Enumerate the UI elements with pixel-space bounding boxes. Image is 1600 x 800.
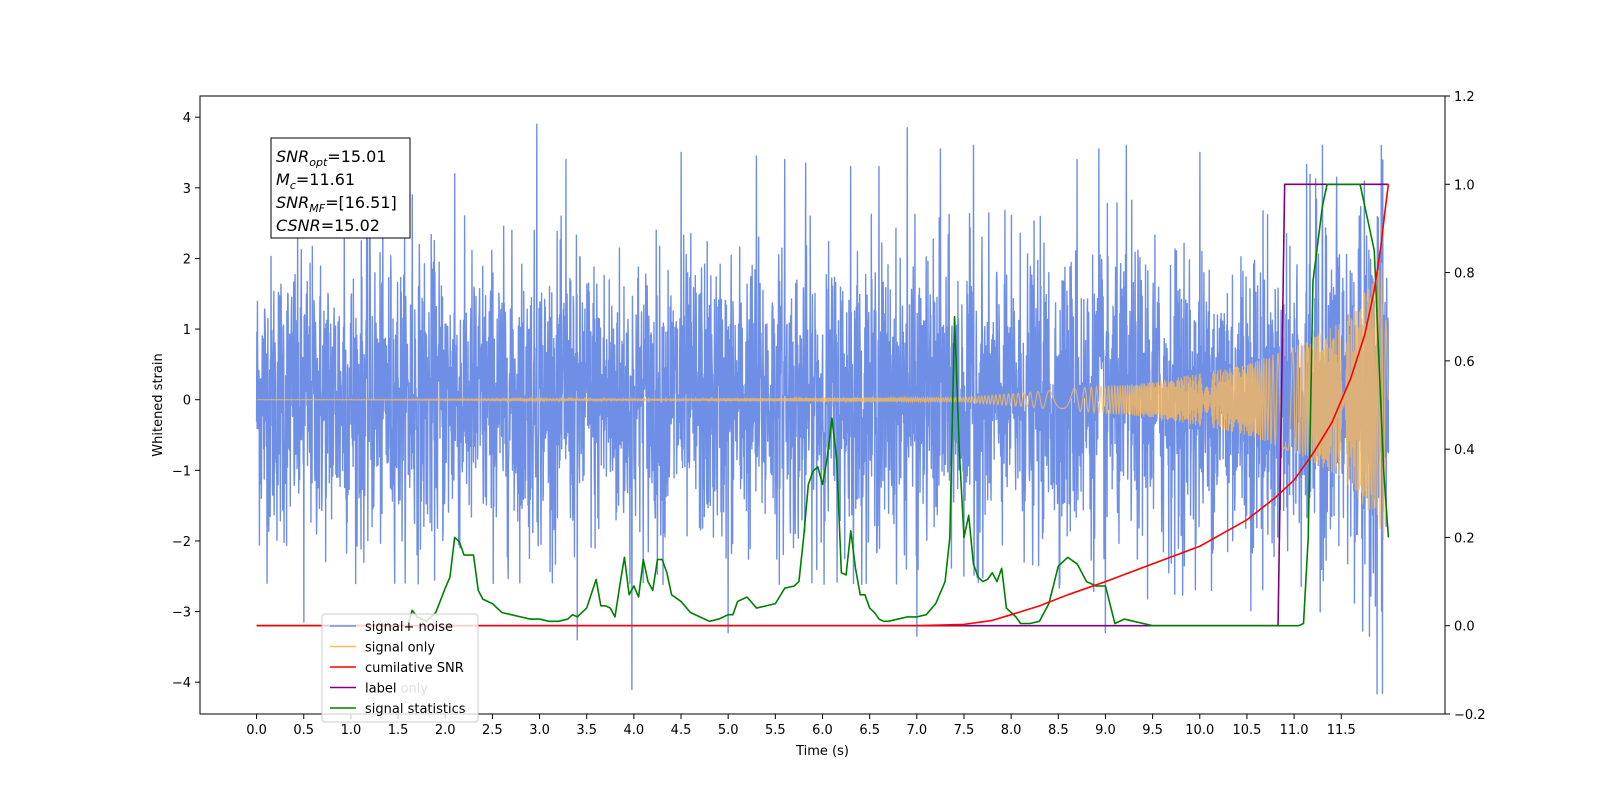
annotation-line: CSNR=15.02	[276, 216, 380, 235]
x-axis-label: Time (s)	[795, 744, 849, 759]
legend-ghost-text: label only	[365, 682, 428, 697]
annotation-frame	[270, 137, 411, 239]
x-tick-label: 0.5	[293, 723, 314, 738]
x-tick-label: 1.5	[388, 723, 409, 738]
x-tick-label: 6.5	[859, 723, 880, 738]
x-tick-label: 3.0	[529, 723, 550, 738]
x-tick-label: 10.0	[1185, 723, 1214, 738]
y2-tick-label: 1.2	[1454, 90, 1475, 105]
y2-tick-label: 0.2	[1454, 531, 1475, 546]
y-tick-label: 0	[183, 394, 191, 409]
legend-entry: signal statistics	[365, 702, 466, 717]
y2-tick-label: 1.0	[1454, 178, 1475, 193]
x-tick-label: 10.5	[1232, 723, 1261, 738]
y-tick-label: −3	[172, 606, 191, 621]
x-tick-label: 0.0	[246, 723, 267, 738]
y-axis-label: Whitened strain	[151, 353, 166, 456]
x-tick-label: 2.0	[435, 723, 456, 738]
x-tick-label: 7.0	[906, 723, 927, 738]
series-signal-statistics	[256, 183, 1390, 627]
x-tick-label: 9.0	[1095, 723, 1116, 738]
y2-tick-label: 0.8	[1454, 267, 1475, 282]
x-tick-label: 6.0	[812, 723, 833, 738]
y-tick-label: −4	[172, 676, 191, 691]
x-tick-label: 4.5	[671, 723, 692, 738]
series-signal-only	[256, 263, 1390, 541]
legend-entry: signal+ noise	[365, 620, 453, 635]
x-tick-label: 3.5	[576, 723, 597, 738]
y2-tick-label: 0.6	[1454, 355, 1475, 370]
annotation-line: Mc=11.61	[276, 170, 355, 192]
y-tick-label: 1	[183, 323, 191, 338]
axis-ticks: 0.0 0.5 1.0 1.5 2.0 2.5 3.0 3.5 4.0 4.5 5.0 5.5 6.0 6…	[172, 90, 1486, 738]
legend: signal+ noise signal only cumilative SNR la…	[321, 613, 479, 723]
y-tick-label: −2	[172, 535, 191, 550]
y-tick-label: −1	[172, 464, 191, 479]
y2-tick-label: 0.0	[1454, 620, 1475, 635]
x-tick-label: 11.5	[1327, 723, 1356, 738]
annotation-box: SNRopt=15.01Mc=11.61SNRMF=[16.51]CSNR=15…	[270, 137, 411, 239]
plot-series	[255, 123, 1390, 695]
series-signal-noise	[255, 123, 1390, 695]
y2-tick-label: −0.2	[1454, 708, 1486, 723]
y-tick-label: 2	[183, 252, 191, 267]
x-tick-label: 5.0	[718, 723, 739, 738]
x-tick-label: 4.0	[624, 723, 645, 738]
y-tick-label: 3	[183, 182, 191, 197]
legend-entry: cumilative SNR	[365, 661, 464, 676]
legend-frame	[321, 613, 479, 723]
y2-tick-label: 0.4	[1454, 443, 1475, 458]
x-tick-label: 7.5	[954, 723, 975, 738]
y-tick-label: 4	[183, 111, 191, 126]
x-tick-label: 2.5	[482, 723, 503, 738]
annotation-line: SNRopt=15.01	[276, 147, 387, 169]
series-cumulative-snr	[256, 184, 1390, 627]
annotation-line: SNRMF=[16.51]	[276, 193, 397, 215]
legend-entry: label	[365, 682, 396, 697]
x-tick-label: 1.0	[341, 723, 362, 738]
legend-entry: signal only	[365, 641, 435, 656]
x-tick-label: 8.5	[1048, 723, 1069, 738]
x-tick-label: 5.5	[765, 723, 786, 738]
x-tick-label: 8.0	[1001, 723, 1022, 738]
x-tick-label: 11.0	[1280, 723, 1309, 738]
x-tick-label: 9.5	[1142, 723, 1163, 738]
